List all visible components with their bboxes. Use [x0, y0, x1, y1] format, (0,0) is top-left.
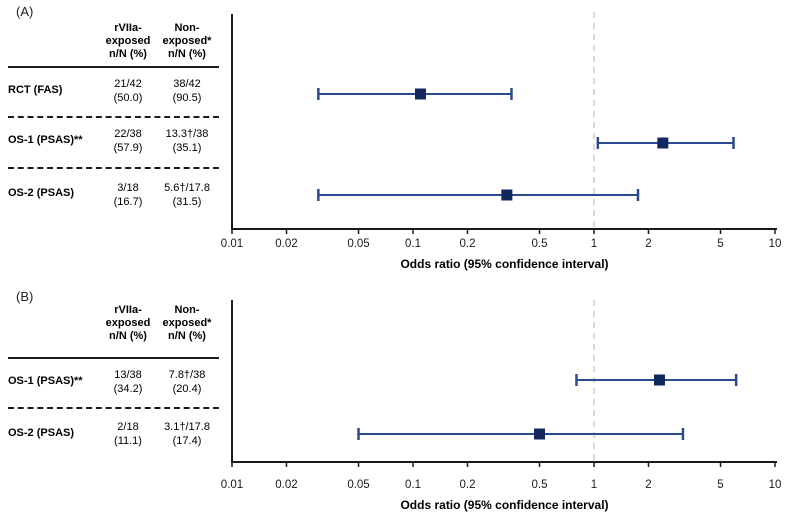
cell-n-value: 2/18 [117, 421, 139, 433]
table-cell-nonexposed: 3.1†/17.8 (17.4) [152, 420, 222, 448]
x-tick-label: 1 [591, 479, 597, 491]
cell-n-value: 38/42 [173, 78, 201, 90]
table-cell-nonexposed: 5.6†/17.8 (31.5) [152, 181, 222, 209]
cell-pct-value: (31.5) [172, 196, 202, 208]
x-tick-label: 0.05 [347, 479, 369, 491]
table-cell-nonexposed: 7.8†/38 (20.4) [152, 368, 222, 396]
x-tick-label: 10 [769, 238, 782, 250]
cell-pct-value: (17.4) [172, 435, 202, 447]
column-header-nonexposed: Non- exposed* n/N (%) [162, 304, 212, 342]
cell-pct-value: (34.2) [113, 383, 143, 395]
row-separator [8, 167, 219, 169]
x-tick-label: 0.01 [221, 479, 243, 491]
cell-n-value: 13/38 [114, 369, 142, 381]
row-label: OS-2 (PSAS) [8, 187, 75, 199]
x-tick-label: 0.1 [405, 479, 421, 491]
x-tick-label: 10 [769, 479, 782, 491]
cell-pct-value: (35.1) [172, 142, 202, 154]
or-marker [414, 88, 426, 100]
or-marker [534, 428, 546, 440]
column-header-nonexposed: Non- exposed* n/N (%) [162, 22, 212, 60]
panel-b: 0.01 0.02 0.05 0.1 0.2 0.5 1 2 5 10 Odds ratio (95… [0, 285, 786, 516]
cell-n-value: 5.6†/17.8 [164, 182, 210, 194]
x-tick-label: 2 [645, 238, 651, 250]
x-tick-label: 0.05 [347, 238, 369, 250]
column-header-exposed: rVIIa- exposed n/N (%) [105, 304, 151, 342]
x-tick-label: 0.2 [459, 238, 475, 250]
cell-n-value: 7.8†/38 [168, 369, 206, 381]
x-tick-label: 5 [717, 238, 723, 250]
panel-a: 0.01 0.02 0.05 0.1 0.2 0.5 1 2 5 10 Odds ratio (95… [8, 4, 782, 271]
panel-b-tag: (B) [16, 289, 34, 304]
row-label: OS-1 (PSAS)** [8, 134, 83, 146]
cell-n-value: 3/18 [117, 182, 139, 194]
table-cell-nonexposed: 38/42 (90.5) [152, 77, 222, 105]
cell-n-value: 22/38 [114, 128, 142, 140]
x-tick-label: 5 [717, 479, 723, 491]
cell-pct-value: (11.1) [114, 435, 142, 447]
x-tick-label: 0.02 [275, 479, 297, 491]
x-axis-title: Odds ratio (95% confidence interval) [400, 498, 608, 512]
x-tick-label: 0.01 [221, 238, 243, 250]
column-header-exposed: rVIIa- exposed n/N (%) [105, 22, 151, 60]
table-header-rule [8, 66, 219, 68]
or-marker [653, 374, 665, 386]
x-tick-label: 0.5 [532, 479, 548, 491]
row-separator [8, 116, 219, 118]
row-separator [8, 407, 219, 409]
table-cell-exposed: 3/18 (16.7) [96, 181, 160, 209]
or-marker [501, 189, 513, 201]
x-tick-label: 2 [645, 479, 651, 491]
table-header-rule [8, 357, 219, 359]
row-label: OS-2 (PSAS) [8, 427, 75, 439]
cell-n-value: 21/42 [114, 78, 142, 90]
cell-pct-value: (57.9) [113, 142, 143, 154]
table-cell-exposed: 22/38 (57.9) [96, 127, 160, 155]
cell-n-value: 13.3†/38 [165, 128, 209, 140]
table-cell-exposed: 2/18 (11.1) [96, 420, 160, 448]
table-cell-nonexposed: 13.3†/38 (35.1) [152, 127, 222, 155]
row-label: RCT (FAS) [8, 84, 63, 96]
row-label: OS-1 (PSAS)** [8, 375, 83, 387]
x-tick-label: 0.5 [532, 238, 548, 250]
forest-plot-b: 0.01 0.02 0.05 0.1 0.2 0.5 1 2 5 10 Odds ratio (95… [221, 300, 782, 512]
x-tick-label: 0.02 [275, 238, 297, 250]
or-marker [657, 137, 669, 149]
cell-pct-value: (90.5) [172, 92, 202, 104]
table-cell-exposed: 21/42 (50.0) [96, 77, 160, 105]
x-tick-label: 0.1 [405, 238, 421, 250]
table-cell-exposed: 13/38 (34.2) [96, 368, 160, 396]
cell-pct-value: (20.4) [172, 383, 202, 395]
cell-pct-value: (50.0) [113, 92, 143, 104]
forest-plot-a: 0.01 0.02 0.05 0.1 0.2 0.5 1 2 5 10 Odds ratio (95… [221, 12, 782, 271]
x-tick-label: 1 [591, 238, 597, 250]
cell-pct-value: (16.7) [113, 196, 143, 208]
x-tick-label: 0.2 [459, 479, 475, 491]
panel-a-tag: (A) [16, 4, 34, 19]
x-axis-title: Odds ratio (95% confidence interval) [400, 257, 608, 271]
cell-n-value: 3.1†/17.8 [164, 421, 210, 433]
